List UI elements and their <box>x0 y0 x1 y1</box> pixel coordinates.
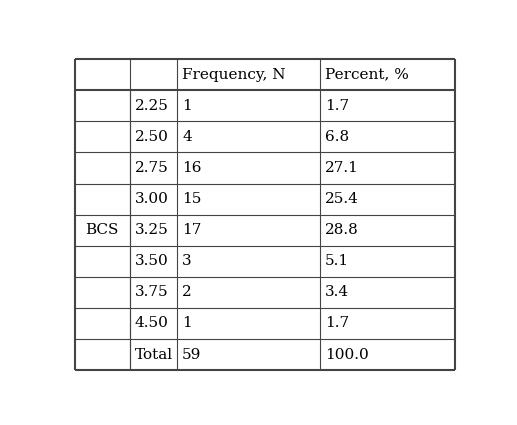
Text: 2.75: 2.75 <box>134 161 169 175</box>
Text: 25.4: 25.4 <box>325 192 359 206</box>
Text: 3.25: 3.25 <box>134 223 169 237</box>
Text: 2.25: 2.25 <box>134 99 169 113</box>
Text: 3: 3 <box>182 254 192 268</box>
Text: 17: 17 <box>182 223 202 237</box>
Text: Percent, %: Percent, % <box>325 68 409 82</box>
Text: 1: 1 <box>182 99 192 113</box>
Text: 4: 4 <box>182 130 192 144</box>
Text: 2.50: 2.50 <box>134 130 169 144</box>
Text: 27.1: 27.1 <box>325 161 359 175</box>
Text: 3.75: 3.75 <box>134 285 168 299</box>
Text: 1.7: 1.7 <box>325 99 349 113</box>
Text: 5.1: 5.1 <box>325 254 349 268</box>
Text: 15: 15 <box>182 192 202 206</box>
Text: 4.50: 4.50 <box>134 317 169 330</box>
Text: 59: 59 <box>182 348 202 362</box>
Text: 2: 2 <box>182 285 192 299</box>
Text: 3.00: 3.00 <box>134 192 169 206</box>
Text: BCS: BCS <box>85 223 119 237</box>
Text: 100.0: 100.0 <box>325 348 369 362</box>
Text: 3.4: 3.4 <box>325 285 349 299</box>
Text: 6.8: 6.8 <box>325 130 349 144</box>
Text: 28.8: 28.8 <box>325 223 359 237</box>
Text: 16: 16 <box>182 161 202 175</box>
Text: Frequency, N: Frequency, N <box>182 68 286 82</box>
Text: Total: Total <box>134 348 173 362</box>
Text: 3.50: 3.50 <box>134 254 169 268</box>
Text: 1.7: 1.7 <box>325 317 349 330</box>
Text: 1: 1 <box>182 317 192 330</box>
